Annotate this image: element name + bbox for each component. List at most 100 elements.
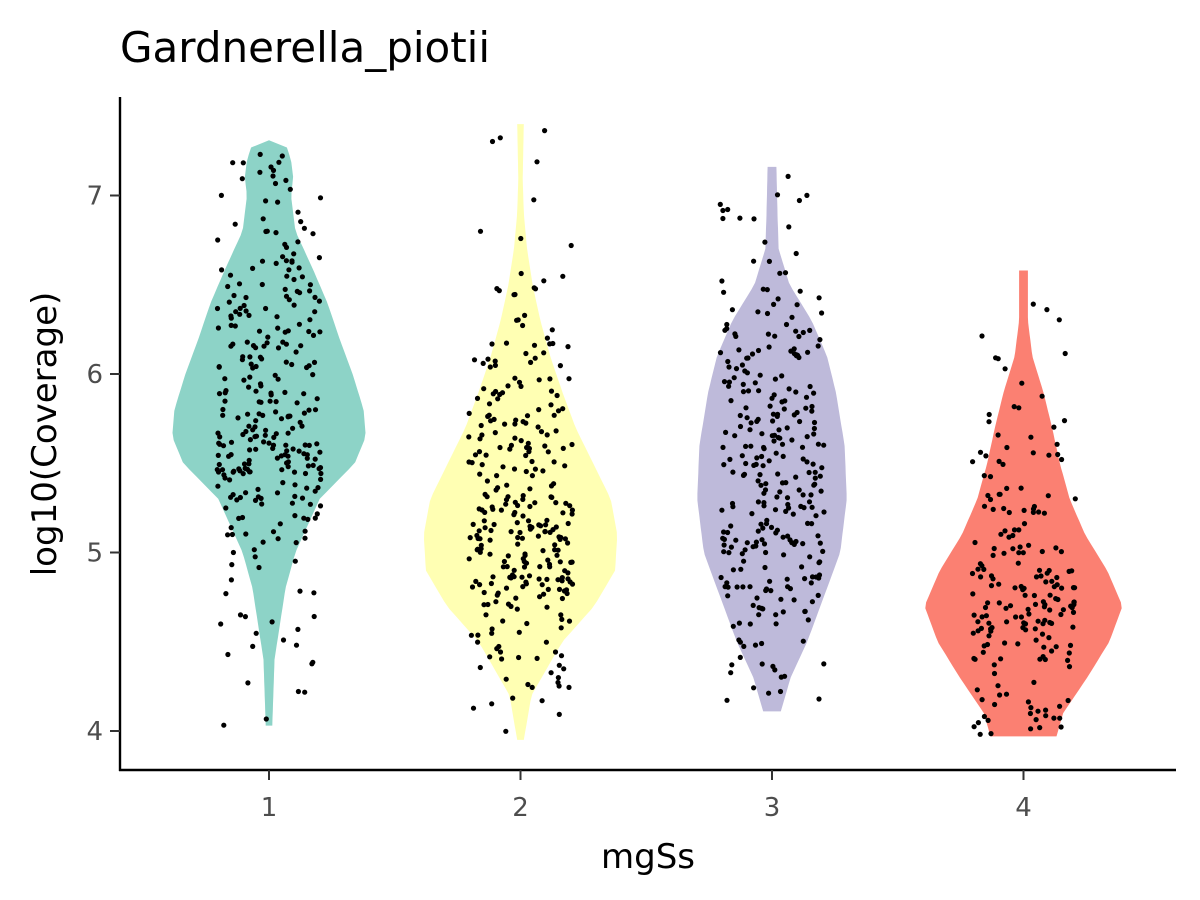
data-point	[545, 449, 551, 455]
data-point	[518, 438, 524, 444]
data-point	[1003, 691, 1010, 697]
data-point	[1070, 609, 1077, 616]
data-point	[520, 584, 526, 590]
data-point	[503, 676, 509, 682]
data-point	[772, 333, 778, 339]
data-point	[275, 345, 282, 351]
data-point	[751, 685, 757, 691]
data-point	[222, 390, 228, 396]
data-point	[818, 488, 824, 494]
data-point	[1001, 550, 1007, 556]
data-point	[725, 206, 731, 213]
data-point	[796, 333, 802, 340]
data-point	[301, 225, 307, 231]
data-point	[307, 317, 313, 323]
data-point	[770, 418, 776, 424]
data-point	[1039, 393, 1045, 399]
data-point	[1054, 574, 1060, 581]
data-point	[291, 276, 297, 283]
data-point	[785, 533, 791, 539]
data-point	[222, 398, 228, 404]
data-point	[1031, 679, 1037, 686]
data-point	[1019, 380, 1025, 386]
data-point	[1046, 452, 1052, 458]
data-point	[302, 689, 308, 695]
data-point	[243, 308, 249, 314]
data-point	[807, 383, 813, 390]
data-point	[514, 606, 520, 612]
data-point	[1040, 621, 1046, 627]
data-point	[756, 612, 762, 618]
data-point	[1032, 601, 1039, 608]
data-point	[486, 412, 492, 418]
data-point	[246, 461, 252, 467]
data-point	[220, 406, 226, 413]
data-point	[558, 653, 565, 659]
data-point	[215, 325, 221, 331]
data-point	[470, 521, 476, 528]
data-point	[983, 613, 990, 619]
data-point	[215, 483, 221, 489]
data-point	[273, 399, 279, 405]
data-point	[756, 388, 762, 394]
data-point	[568, 242, 574, 249]
data-point	[269, 619, 275, 625]
data-point	[520, 322, 526, 329]
data-point	[998, 656, 1004, 662]
data-point	[480, 360, 486, 366]
data-point	[775, 434, 781, 441]
data-point	[757, 472, 763, 478]
data-point	[747, 621, 753, 627]
data-point	[502, 421, 508, 427]
data-point	[484, 478, 490, 484]
data-point	[776, 427, 782, 433]
data-point	[785, 584, 791, 590]
data-point	[532, 466, 539, 472]
data-point	[535, 424, 541, 430]
data-point	[497, 444, 503, 451]
data-point	[555, 408, 562, 414]
data-point	[242, 614, 248, 620]
data-point	[1036, 567, 1043, 573]
data-point	[235, 415, 241, 421]
data-point	[753, 539, 760, 545]
data-point	[557, 559, 563, 565]
data-point	[756, 605, 762, 611]
data-point	[554, 392, 560, 399]
data-point	[759, 453, 765, 460]
data-point	[780, 609, 786, 615]
data-point	[493, 487, 499, 493]
data-point	[250, 265, 256, 271]
data-point	[992, 701, 998, 708]
data-point	[817, 473, 823, 479]
data-point	[482, 509, 488, 515]
data-point	[494, 592, 500, 598]
data-point	[232, 323, 238, 329]
data-point	[538, 523, 544, 529]
data-point	[768, 524, 775, 531]
data-point	[741, 558, 747, 564]
data-point	[273, 409, 279, 415]
data-point	[726, 383, 732, 389]
data-point	[800, 456, 806, 462]
data-point	[1015, 560, 1021, 566]
data-point	[990, 552, 996, 559]
data-point	[552, 542, 558, 548]
data-point	[1053, 644, 1059, 650]
data-point	[246, 384, 252, 390]
data-point	[970, 630, 976, 636]
data-point	[1039, 631, 1046, 637]
data-point	[280, 254, 286, 260]
data-point	[537, 594, 543, 600]
data-point	[503, 501, 509, 507]
data-point	[515, 317, 521, 323]
data-point	[228, 315, 234, 321]
data-point	[255, 486, 261, 492]
data-point	[791, 412, 797, 418]
data-point	[283, 258, 289, 264]
data-point	[985, 492, 991, 499]
data-point	[808, 580, 814, 586]
data-point	[569, 441, 575, 448]
data-point	[765, 331, 772, 337]
data-point	[809, 408, 815, 414]
